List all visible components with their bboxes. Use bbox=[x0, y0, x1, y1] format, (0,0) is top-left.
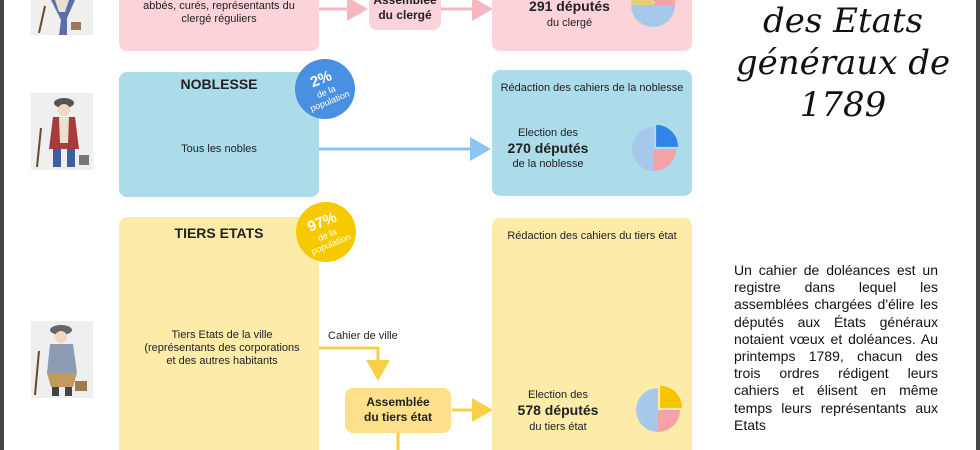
clergy-assembly-label: Assemblée du clergé bbox=[373, 0, 437, 22]
third-cahier-title: Rédaction des cahiers du tiers état bbox=[507, 230, 677, 242]
clergy-left-box: abbés, curés, représentants du clergé ré… bbox=[119, 0, 319, 51]
left-border bbox=[0, 0, 4, 450]
third-arrow-1 bbox=[318, 346, 390, 381]
nobility-left-box: NOBLESSE Tous les nobles bbox=[119, 72, 319, 197]
clergy-pie-slice bbox=[653, 0, 656, 3]
clergy-pie-slice bbox=[653, 0, 675, 5]
third-deputies-suffix: du tiers état bbox=[529, 421, 587, 433]
third-pie-chart bbox=[636, 385, 683, 432]
clergy-pie-slice bbox=[631, 0, 653, 6]
clergy-figure bbox=[31, 0, 93, 35]
third-arrow-label: Cahier de ville bbox=[328, 330, 398, 342]
clergy-left-text: abbés, curés, représentants du clergé ré… bbox=[143, 0, 295, 25]
clergy-deputies-count: 291 députés bbox=[529, 0, 610, 14]
third-assembly-box: Assemblée du tiers état bbox=[345, 388, 451, 433]
clergy-assembly-box: Assemblée du clergé bbox=[369, 0, 441, 30]
nobility-election-prefix: Election des bbox=[518, 127, 578, 139]
third-deputies-count: 578 députés bbox=[517, 402, 599, 418]
clergy-pie-slice bbox=[631, 5, 675, 27]
third-left-box: TIERS ETATS Tiers Etats de la ville (rep… bbox=[119, 217, 319, 450]
third-deputies-box: Rédaction des cahiers du tiers état Elec… bbox=[492, 218, 692, 450]
nobility-pie-slice bbox=[656, 124, 679, 147]
third-election-prefix: Election des bbox=[528, 389, 588, 401]
clergy-deputies-suffix: du clergé bbox=[546, 17, 593, 29]
nobility-cahier-title: Rédaction des cahiers de la noblesse bbox=[500, 82, 684, 94]
nobility-pie-slice bbox=[654, 149, 676, 171]
nobility-deputies-suffix: de la noblesse bbox=[512, 158, 584, 170]
clergy-pie-chart bbox=[631, 0, 675, 27]
nobility-pie-slice bbox=[632, 127, 654, 171]
nobility-title: NOBLESSE bbox=[180, 76, 258, 92]
clergy-deputies-box: 291 députés du clergé bbox=[492, 0, 692, 51]
third-left-text: Tiers Etats de la ville (représentants d… bbox=[144, 329, 300, 367]
third-assembly-label: Assemblée du tiers état bbox=[363, 395, 432, 424]
third-pie-slice bbox=[660, 385, 683, 408]
nobility-pie-chart bbox=[632, 124, 679, 171]
nobility-left-text: Tous les nobles bbox=[181, 143, 257, 155]
nobility-deputies-box: Rédaction des cahiers de la noblesse Ele… bbox=[492, 70, 692, 196]
third-estate-figure bbox=[31, 321, 93, 398]
third-title: TIERS ETATS bbox=[174, 225, 264, 241]
nobility-figure bbox=[31, 93, 93, 170]
nobility-deputies-count: 270 députés bbox=[507, 140, 589, 156]
description-paragraph: Un cahier de doléances est un registre d… bbox=[734, 262, 938, 433]
page-title: des Etats généraux de 1789 bbox=[735, 1, 951, 125]
third-pie-slice bbox=[636, 388, 658, 432]
right-border bbox=[976, 0, 980, 450]
third-pie-slice bbox=[658, 410, 680, 432]
